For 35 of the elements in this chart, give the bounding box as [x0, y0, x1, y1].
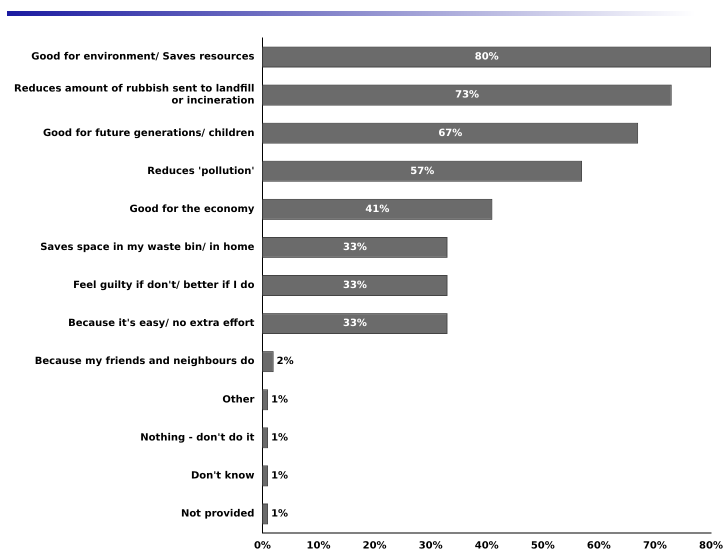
y-tick-label: Nothing - don't do it: [140, 432, 255, 444]
x-tick-label: 50%: [530, 540, 555, 552]
data-label: 1%: [271, 470, 288, 482]
data-label: 2%: [276, 356, 294, 368]
data-label: 41%: [365, 204, 390, 215]
x-tick-label: 70%: [642, 540, 667, 552]
data-label: 73%: [455, 90, 480, 101]
y-tick-label: Reduces amount of rubbish sent to landfill or incineration: [14, 84, 254, 107]
data-label: 67%: [438, 128, 462, 139]
x-tick-label: 60%: [586, 540, 611, 552]
y-tick-label: Good for environment/ Saves resources: [31, 52, 254, 63]
x-tick-label: 40%: [474, 540, 499, 552]
y-tick-label: Good for future generations/ children: [42, 128, 254, 139]
data-label: 33%: [343, 242, 367, 254]
y-tick-label: Don't know: [190, 470, 254, 482]
x-tick-label: 20%: [362, 540, 387, 552]
x-tick-label: 80%: [699, 540, 723, 552]
y-tick-label: Because my friends and neighbours do: [34, 356, 255, 368]
y-tick-label: Because it's easy/ no extra effort: [68, 318, 255, 330]
data-label: 33%: [343, 280, 367, 292]
y-tick-label: Saves space in my waste bin/ in home: [40, 242, 255, 254]
y-tick-label: Good for the economy: [130, 204, 255, 215]
data-label: 1%: [271, 508, 288, 520]
data-label: 1%: [271, 394, 288, 406]
x-tick-label: 10%: [306, 540, 330, 552]
y-tick-label: Feel guilty if don't/ better if I do: [73, 280, 255, 292]
x-tick-label: 30%: [418, 540, 443, 552]
y-tick-label: Reduces 'pollution': [147, 166, 254, 177]
y-tick-label: Not provided: [180, 508, 254, 520]
data-label: 57%: [410, 166, 434, 177]
data-label: 1%: [271, 432, 288, 444]
data-label: 80%: [474, 52, 499, 63]
data-label: 33%: [343, 318, 367, 330]
y-tick-label: Other: [222, 394, 255, 406]
x-tick-label: 0%: [254, 540, 271, 552]
